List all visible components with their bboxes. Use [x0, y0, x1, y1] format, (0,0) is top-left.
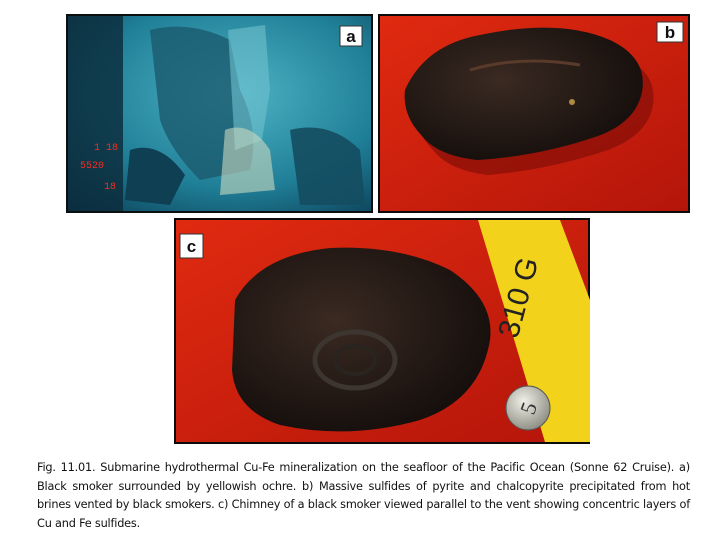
- panel-label: c: [187, 237, 196, 256]
- figure-caption: Fig. 11.01. Submarine hydrothermal Cu-Fe…: [37, 461, 690, 530]
- panel-label: a: [346, 27, 356, 46]
- panel-label: b: [665, 23, 675, 42]
- figure: a 1 18 5520 18 b 5 310 G c: [66, 14, 690, 444]
- photo-overlay-text: 5520: [80, 161, 104, 172]
- photo-overlay-text: 1 18: [94, 143, 118, 154]
- photo-c: 5 310 G c: [174, 218, 590, 444]
- photo-b: b: [378, 14, 690, 213]
- photo-overlay-text: 18: [104, 182, 116, 193]
- photo-a: a 1 18 5520 18: [66, 14, 373, 213]
